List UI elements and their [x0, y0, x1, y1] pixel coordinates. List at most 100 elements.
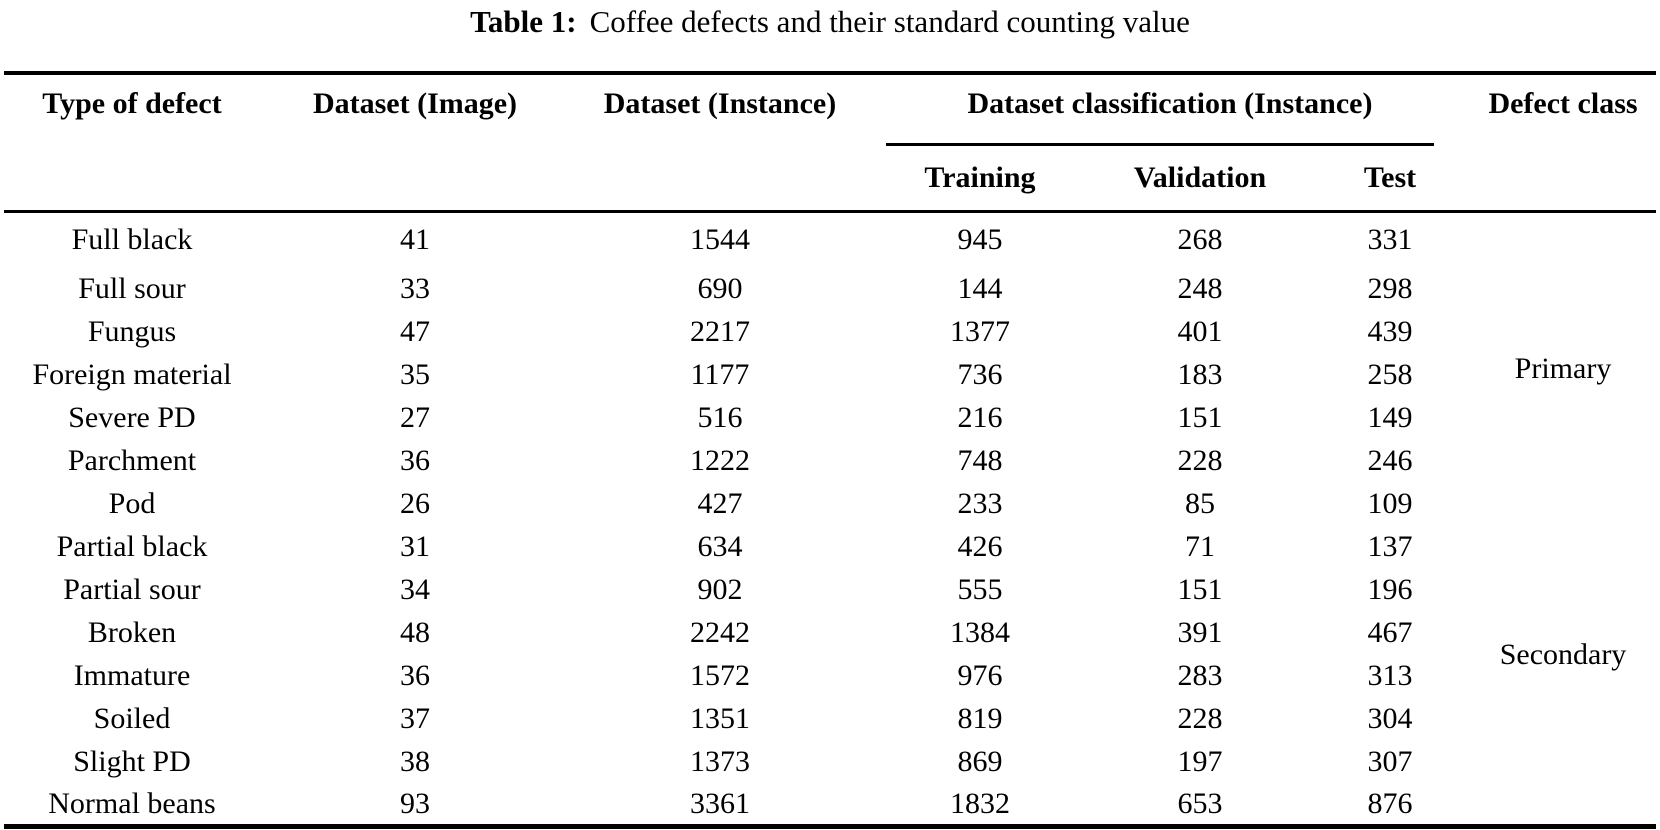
- table-row: Normal beans 93 3361 1832 653 876: [4, 784, 1656, 827]
- cell-image: 38: [400, 745, 430, 778]
- cell-defect: Normal beans: [48, 786, 216, 820]
- cell-instance: 1373: [690, 745, 750, 778]
- cell-defect-class-empty: [1470, 784, 1656, 827]
- cell-validation: 268: [1177, 223, 1223, 257]
- cell-image: 31: [400, 530, 430, 563]
- table-row: Immature 36 1572 976 283 313: [4, 655, 1656, 698]
- cell-instance: 1572: [690, 659, 750, 692]
- cell-instance: 2217: [690, 315, 750, 348]
- classification-underline-rule: [886, 143, 1434, 146]
- cell-validation: 248: [1177, 272, 1223, 305]
- cell-test: 258: [1367, 358, 1413, 391]
- table-header: Type of defect Dataset (Image) Dataset (…: [4, 73, 1656, 212]
- table-row: Slight PD 38 1373 869 197 307: [4, 741, 1656, 784]
- cell-validation: 391: [1177, 616, 1223, 649]
- cell-instance: 1177: [690, 358, 750, 391]
- cell-training: 233: [957, 487, 1003, 520]
- cell-training: 748: [957, 444, 1003, 477]
- col-header-defect-class: Defect class: [1488, 87, 1638, 120]
- cell-image: 36: [400, 659, 430, 692]
- cell-defect: Partial sour: [63, 573, 201, 606]
- cell-defect-class-primary: Primary: [1514, 352, 1612, 386]
- table-caption-text: Coffee defects and their standard counti…: [589, 4, 1190, 39]
- cell-image: 47: [400, 315, 430, 348]
- cell-image: 36: [400, 444, 430, 477]
- cell-defect: Soiled: [93, 702, 171, 735]
- cell-training: 144: [957, 272, 1003, 305]
- table-caption: Table 1: Coffee defects and their standar…: [0, 3, 1660, 41]
- cell-validation: 71: [1185, 530, 1215, 563]
- col-header-dataset-classification: Dataset classification (Instance): [870, 73, 1470, 146]
- cell-validation: 151: [1177, 573, 1223, 606]
- cell-test: 246: [1367, 444, 1413, 477]
- cell-test: 439: [1367, 315, 1413, 348]
- cell-defect: Broken: [87, 616, 177, 649]
- cell-instance: 427: [697, 487, 743, 520]
- col-header-training: Training: [924, 161, 1036, 194]
- cell-instance: 3361: [690, 786, 750, 820]
- cell-validation: 401: [1177, 315, 1223, 348]
- cell-test: 298: [1367, 272, 1413, 305]
- cell-defect: Full black: [71, 223, 193, 257]
- cell-image: 48: [400, 616, 430, 649]
- cell-training: 869: [957, 745, 1003, 778]
- cell-image: 34: [400, 573, 430, 606]
- table-body: Full black 41 1544 945 268 331 Primary Full sou…: [4, 212, 1656, 827]
- cell-training: 976: [957, 659, 1003, 692]
- cell-training: 216: [957, 401, 1003, 434]
- cell-image: 93: [400, 786, 430, 820]
- table-row: Parchment 36 1222 748 228 246: [4, 440, 1656, 483]
- cell-instance: 1351: [690, 702, 750, 735]
- cell-training: 1377: [950, 315, 1010, 348]
- table-row: Partial sour 34 902 555 151 196: [4, 569, 1656, 612]
- cell-defect: Immature: [73, 659, 191, 692]
- cell-validation: 228: [1177, 444, 1223, 477]
- cell-training: 819: [957, 702, 1003, 735]
- table-row: Soiled 37 1351 819 228 304: [4, 698, 1656, 741]
- table-row: Pod 26 427 233 85 109: [4, 483, 1656, 526]
- col-header-test: Test: [1363, 161, 1417, 194]
- cell-test: 876: [1367, 786, 1413, 820]
- cell-training: 555: [957, 573, 1003, 606]
- cell-defect: Pod: [108, 487, 156, 520]
- cell-defect: Slight PD: [73, 745, 191, 778]
- cell-defect: Parchment: [67, 444, 197, 477]
- table-row: Broken 48 2242 1384 391 467: [4, 612, 1656, 655]
- cell-image: 35: [400, 358, 430, 391]
- table-row: Severe PD 27 516 216 151 149: [4, 397, 1656, 440]
- cell-validation: 151: [1177, 401, 1223, 434]
- cell-test: 196: [1367, 573, 1413, 606]
- table-row: Partial black 31 634 426 71 137 Secondary: [4, 526, 1656, 670]
- cell-test: 109: [1367, 487, 1413, 520]
- header-row-sub: Training Validation Test: [4, 146, 1656, 212]
- table-row: Full black 41 1544 945 268 331 Primary: [4, 212, 1656, 384]
- col-header-dataset-classification-label: Dataset classification (Instance): [967, 87, 1373, 120]
- cell-training: 736: [957, 358, 1003, 391]
- cell-validation: 85: [1185, 487, 1215, 520]
- col-header-dataset-instance: Dataset (Instance): [603, 87, 837, 120]
- cell-defect-class-secondary: Secondary: [1499, 637, 1627, 671]
- cell-validation: 228: [1177, 702, 1223, 735]
- cell-instance: 902: [697, 573, 743, 606]
- cell-defect: Foreign material: [32, 358, 232, 391]
- cell-instance: 1222: [690, 444, 750, 477]
- cell-instance: 690: [697, 272, 743, 305]
- cell-test: 467: [1367, 616, 1413, 649]
- table-caption-number: Table 1:: [470, 4, 577, 39]
- table-row: Fungus 47 2217 1377 401 439: [4, 311, 1656, 354]
- cell-instance: 634: [697, 530, 743, 563]
- coffee-defects-table: Type of defect Dataset (Image) Dataset (…: [4, 71, 1656, 829]
- cell-training: 426: [957, 530, 1003, 563]
- cell-validation: 197: [1177, 745, 1223, 778]
- cell-image: 37: [400, 702, 430, 735]
- cell-image: 33: [400, 272, 430, 305]
- cell-defect: Full sour: [78, 272, 186, 305]
- cell-test: 331: [1367, 223, 1413, 257]
- cell-test: 304: [1367, 702, 1413, 735]
- cell-validation: 183: [1177, 358, 1223, 391]
- cell-test: 307: [1367, 745, 1413, 778]
- col-header-type-of-defect: Type of defect: [42, 87, 222, 120]
- table-row: Foreign material 35 1177 736 183 258: [4, 354, 1656, 397]
- cell-training: 945: [957, 223, 1003, 257]
- header-row-main: Type of defect Dataset (Image) Dataset (…: [4, 73, 1656, 146]
